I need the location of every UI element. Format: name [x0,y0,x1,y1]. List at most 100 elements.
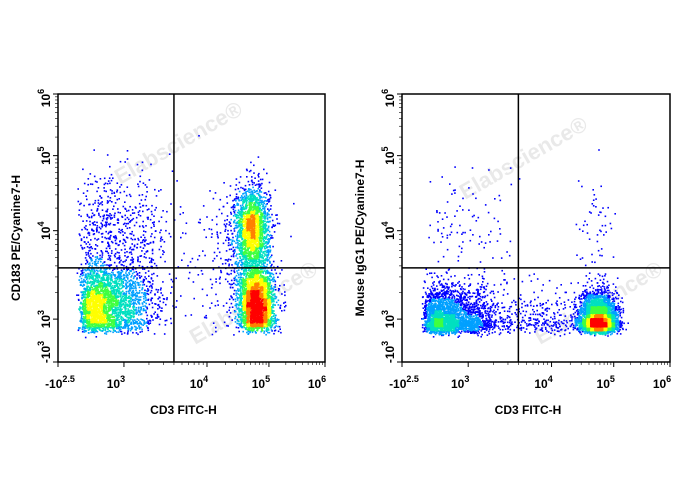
data-point [201,273,204,275]
data-point [93,149,95,151]
data-point [143,321,146,323]
data-point [261,178,264,181]
data-point [257,254,260,256]
data-point [244,239,246,242]
data-point [145,251,148,253]
data-point [122,295,125,297]
data-point [118,262,121,264]
data-point [264,261,266,264]
data-point [130,318,132,321]
data-point [98,226,101,229]
data-point [269,297,271,299]
data-point [142,319,144,322]
data-point [201,288,204,291]
data-point [78,299,80,301]
data-point [83,236,85,239]
data-point [90,277,92,280]
data-point [128,218,130,221]
data-point [149,322,152,324]
data-point [90,260,93,262]
data-point [142,324,144,326]
data-point [107,254,110,257]
data-point [86,260,89,263]
data-point [85,309,88,312]
data-point [111,311,114,314]
data-point [248,198,251,201]
data-point [252,203,255,206]
data-point [153,333,156,335]
data-point [116,307,119,309]
data-point [78,214,80,216]
data-point [263,208,266,210]
data-point [261,255,264,257]
data-point [111,279,113,281]
data-point [264,192,267,194]
data-point [112,295,114,298]
data-point [238,181,241,184]
data-point [272,320,275,322]
data-point [103,261,105,264]
data-point [138,303,141,305]
data-point [106,279,109,281]
data-point [96,255,99,258]
data-point [264,227,267,229]
data-point [137,292,139,295]
data-point [138,328,141,330]
data-point [236,211,239,214]
data-point [124,218,127,221]
data-point [107,327,109,330]
data-point [268,321,271,324]
data-point [94,248,97,250]
data-point [239,309,241,312]
data-point [248,255,250,257]
data-point [161,310,163,312]
data-point [113,300,115,303]
data-point [151,283,154,285]
data-point [232,254,235,256]
data-point [109,199,111,202]
data-point [118,271,120,273]
data-point [151,248,154,251]
data-point [244,272,246,275]
data-point [225,250,228,252]
data-point [151,252,154,255]
data-point [284,301,287,304]
data-point [100,326,103,328]
data-point [110,218,112,220]
data-point [91,212,94,215]
data-point [92,255,94,257]
data-point [117,211,120,214]
data-point [135,298,138,300]
data-point [80,273,82,276]
data-point [80,314,83,316]
data-point [92,271,94,274]
data-point [89,272,92,275]
data-point [94,328,97,330]
data-point [86,261,89,264]
data-point [129,299,132,301]
data-point [114,252,117,255]
data-point [265,272,267,275]
data-point [233,277,235,280]
data-point [261,237,263,240]
data-point [107,201,109,203]
data-point [114,202,117,204]
data-point [138,298,140,301]
data-point [262,228,265,231]
data-point [266,218,269,220]
data-point [271,235,273,237]
data-point [245,264,247,266]
data-point [101,276,103,279]
data-point [110,303,112,305]
data-point [153,223,155,226]
data-point [236,265,239,268]
data-point [129,282,131,285]
data-point [101,232,104,235]
data-point [265,271,267,274]
data-point [260,214,262,216]
data-point [242,330,244,333]
data-point [102,264,104,267]
data-point [123,301,126,303]
data-point [238,285,241,287]
data-point [258,195,261,198]
